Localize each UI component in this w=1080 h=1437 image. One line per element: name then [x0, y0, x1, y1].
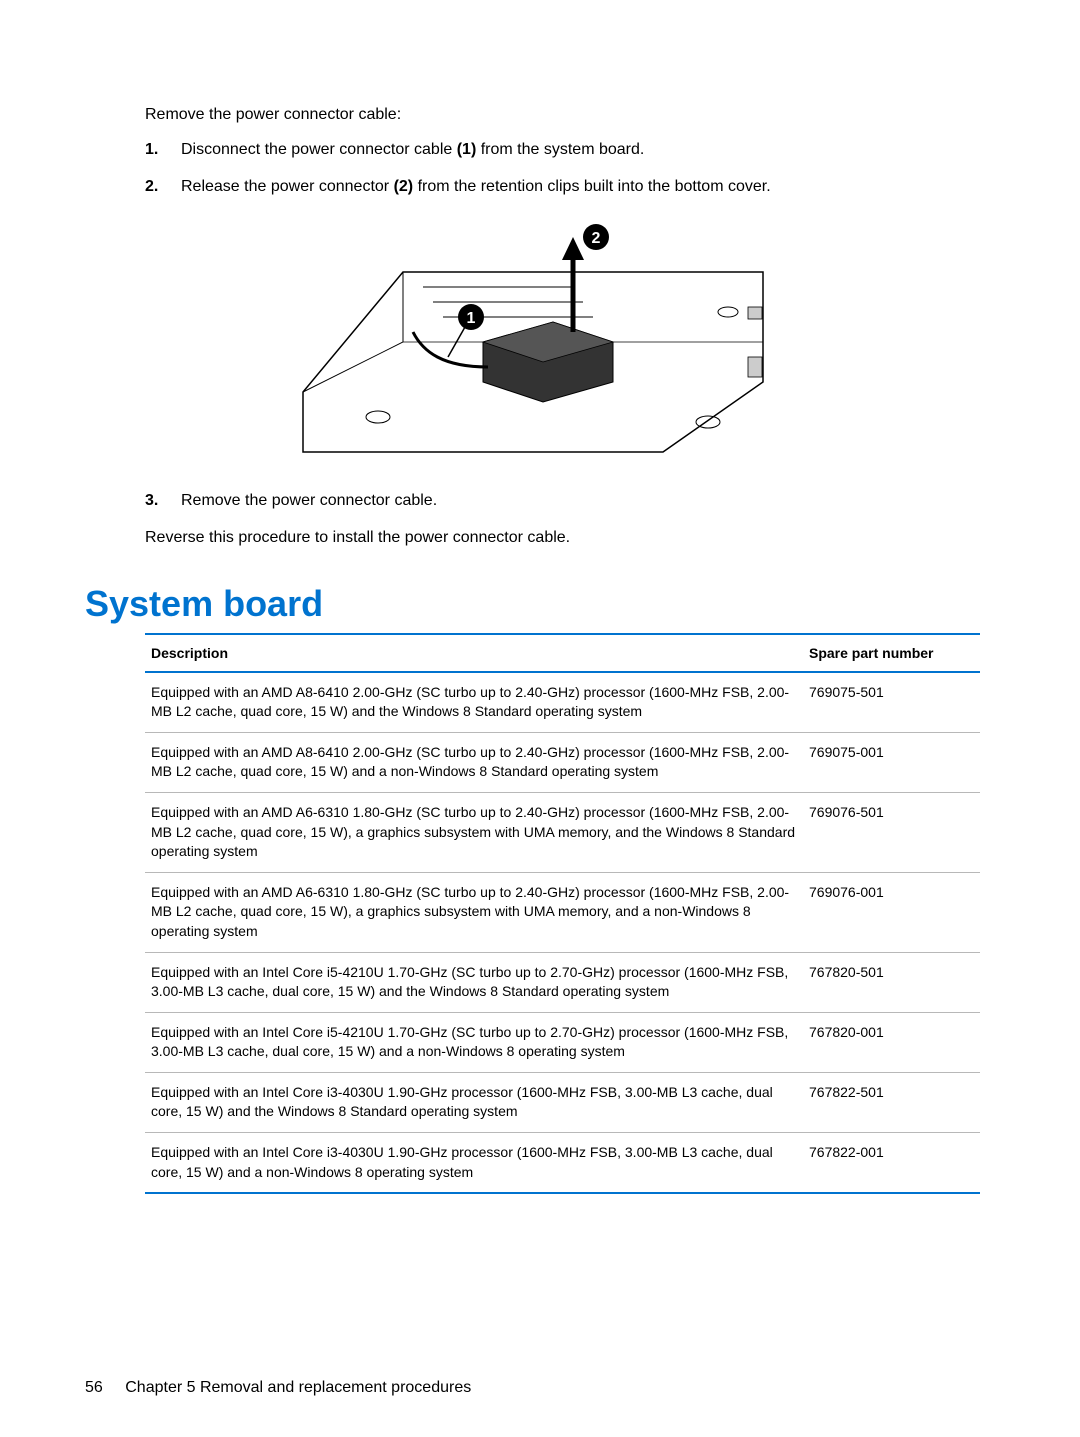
- cell-part: 767822-001: [803, 1133, 980, 1194]
- cell-part: 769075-001: [803, 732, 980, 792]
- chapter-title: Chapter 5 Removal and replacement proced…: [125, 1379, 471, 1396]
- cell-desc: Equipped with an AMD A8-6410 2.00-GHz (S…: [145, 672, 803, 733]
- step-2-callout: (2): [394, 178, 414, 195]
- page-container: Remove the power connector cable: Discon…: [0, 0, 1080, 1437]
- col-description: Description: [145, 634, 803, 672]
- col-part-number: Spare part number: [803, 634, 980, 672]
- step-1-post: from the system board.: [476, 141, 644, 158]
- cell-desc: Equipped with an AMD A6-6310 1.80-GHz (S…: [145, 872, 803, 952]
- cell-part: 769076-001: [803, 872, 980, 952]
- callout-2: 2: [583, 224, 609, 250]
- cell-desc: Equipped with an AMD A6-6310 1.80-GHz (S…: [145, 792, 803, 872]
- step-3: Remove the power connector cable.: [145, 489, 980, 512]
- cell-part: 767820-001: [803, 1012, 980, 1072]
- side-port-2: [748, 307, 762, 319]
- step-list-cont: Remove the power connector cable.: [145, 489, 980, 512]
- table-row: Equipped with an Intel Core i3-4030U 1.9…: [145, 1133, 980, 1194]
- page-footer: 56 Chapter 5 Removal and replacement pro…: [85, 1379, 471, 1397]
- table-header-row: Description Spare part number: [145, 634, 980, 672]
- table-row: Equipped with an Intel Core i5-4210U 1.7…: [145, 952, 980, 1012]
- section-heading: System board: [85, 583, 980, 625]
- step-2-pre: Release the power connector: [181, 178, 394, 195]
- step-1: Disconnect the power connector cable (1)…: [145, 138, 980, 161]
- side-port-1: [748, 357, 762, 377]
- cell-desc: Equipped with an Intel Core i5-4210U 1.7…: [145, 1012, 803, 1072]
- step-2-post: from the retention clips built into the …: [413, 178, 771, 195]
- svg-text:2: 2: [591, 230, 600, 247]
- table-row: Equipped with an AMD A6-6310 1.80-GHz (S…: [145, 792, 980, 872]
- cell-part: 769076-501: [803, 792, 980, 872]
- cell-desc: Equipped with an Intel Core i5-4210U 1.7…: [145, 952, 803, 1012]
- table-row: Equipped with an AMD A6-6310 1.80-GHz (S…: [145, 872, 980, 952]
- parts-table: Description Spare part number Equipped w…: [145, 633, 980, 1195]
- cell-part: 767822-501: [803, 1072, 980, 1132]
- page-number: 56: [85, 1379, 103, 1396]
- cell-desc: Equipped with an AMD A8-6410 2.00-GHz (S…: [145, 732, 803, 792]
- power-connector-diagram: 1 2: [273, 212, 793, 467]
- intro-text: Remove the power connector cable:: [145, 106, 980, 124]
- cell-desc: Equipped with an Intel Core i3-4030U 1.9…: [145, 1133, 803, 1194]
- step-3-text: Remove the power connector cable.: [181, 492, 437, 509]
- cell-part: 767820-501: [803, 952, 980, 1012]
- table-row: Equipped with an Intel Core i5-4210U 1.7…: [145, 1012, 980, 1072]
- table-row: Equipped with an Intel Core i3-4030U 1.9…: [145, 1072, 980, 1132]
- table-row: Equipped with an AMD A8-6410 2.00-GHz (S…: [145, 732, 980, 792]
- step-2: Release the power connector (2) from the…: [145, 175, 980, 198]
- parts-table-wrap: Description Spare part number Equipped w…: [145, 633, 980, 1195]
- step-1-callout: (1): [457, 141, 477, 158]
- table-row: Equipped with an AMD A8-6410 2.00-GHz (S…: [145, 672, 980, 733]
- cell-part: 769075-501: [803, 672, 980, 733]
- reverse-instruction: Reverse this procedure to install the po…: [145, 529, 980, 547]
- step-list: Disconnect the power connector cable (1)…: [145, 138, 980, 198]
- cell-desc: Equipped with an Intel Core i3-4030U 1.9…: [145, 1072, 803, 1132]
- svg-text:1: 1: [466, 310, 475, 327]
- step-1-pre: Disconnect the power connector cable: [181, 141, 457, 158]
